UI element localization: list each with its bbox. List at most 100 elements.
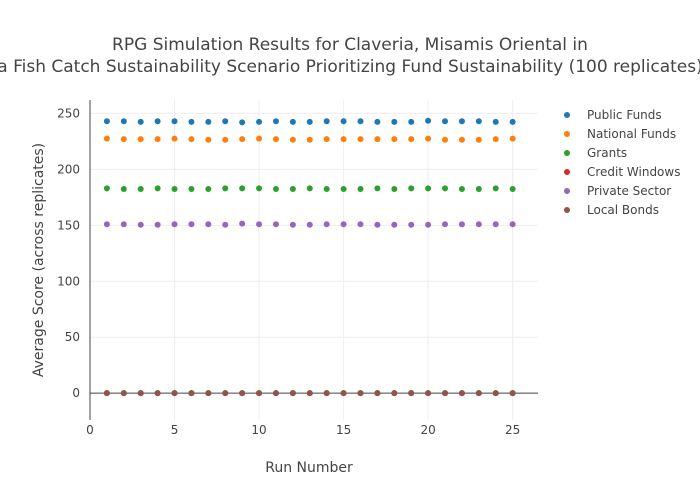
data-point[interactable] bbox=[442, 390, 449, 397]
data-point[interactable] bbox=[171, 390, 178, 397]
legend-item[interactable]: National Funds bbox=[564, 127, 676, 141]
data-point[interactable] bbox=[137, 221, 144, 228]
data-point[interactable] bbox=[408, 221, 415, 228]
data-point[interactable] bbox=[171, 118, 178, 125]
data-point[interactable] bbox=[475, 390, 482, 397]
data-point[interactable] bbox=[205, 185, 212, 192]
data-point[interactable] bbox=[323, 185, 330, 192]
data-point[interactable] bbox=[154, 185, 161, 192]
data-point[interactable] bbox=[205, 221, 212, 228]
data-point[interactable] bbox=[408, 185, 415, 192]
data-point[interactable] bbox=[239, 136, 246, 143]
data-point[interactable] bbox=[205, 390, 212, 397]
data-point[interactable] bbox=[188, 221, 195, 228]
data-point[interactable] bbox=[357, 185, 364, 192]
data-point[interactable] bbox=[256, 118, 263, 125]
legend-item[interactable]: Grants bbox=[564, 146, 627, 160]
data-point[interactable] bbox=[239, 390, 246, 397]
data-point[interactable] bbox=[357, 221, 364, 228]
data-point[interactable] bbox=[340, 118, 347, 125]
data-point[interactable] bbox=[374, 136, 381, 143]
data-point[interactable] bbox=[256, 221, 263, 228]
data-point[interactable] bbox=[137, 136, 144, 143]
data-point[interactable] bbox=[137, 185, 144, 192]
data-point[interactable] bbox=[120, 390, 127, 397]
legend-item[interactable]: Local Bonds bbox=[564, 203, 659, 217]
data-point[interactable] bbox=[391, 390, 398, 397]
data-point[interactable] bbox=[103, 185, 110, 192]
data-point[interactable] bbox=[188, 118, 195, 125]
data-point[interactable] bbox=[137, 390, 144, 397]
data-point[interactable] bbox=[509, 135, 516, 142]
data-point[interactable] bbox=[239, 220, 246, 227]
data-point[interactable] bbox=[306, 118, 313, 125]
data-point[interactable] bbox=[103, 221, 110, 228]
data-point[interactable] bbox=[222, 118, 229, 125]
data-point[interactable] bbox=[509, 390, 516, 397]
data-point[interactable] bbox=[442, 136, 449, 143]
data-point[interactable] bbox=[374, 390, 381, 397]
legend[interactable]: Public Funds National Funds Grants Credit W… bbox=[564, 108, 680, 217]
data-point[interactable] bbox=[492, 390, 499, 397]
data-point[interactable] bbox=[458, 118, 465, 125]
data-point[interactable] bbox=[340, 390, 347, 397]
data-point[interactable] bbox=[425, 221, 432, 228]
data-point[interactable] bbox=[323, 118, 330, 125]
data-point[interactable] bbox=[306, 390, 313, 397]
data-point[interactable] bbox=[272, 118, 279, 125]
data-point[interactable] bbox=[188, 390, 195, 397]
data-point[interactable] bbox=[289, 185, 296, 192]
data-point[interactable] bbox=[425, 135, 432, 142]
data-point[interactable] bbox=[408, 136, 415, 143]
data-point[interactable] bbox=[442, 118, 449, 125]
data-point[interactable] bbox=[103, 135, 110, 142]
data-point[interactable] bbox=[289, 390, 296, 397]
data-point[interactable] bbox=[289, 118, 296, 125]
data-point[interactable] bbox=[323, 136, 330, 143]
data-point[interactable] bbox=[357, 118, 364, 125]
data-point[interactable] bbox=[272, 185, 279, 192]
data-point[interactable] bbox=[475, 221, 482, 228]
data-point[interactable] bbox=[120, 118, 127, 125]
data-point[interactable] bbox=[475, 185, 482, 192]
data-point[interactable] bbox=[323, 390, 330, 397]
data-point[interactable] bbox=[492, 185, 499, 192]
legend-item[interactable]: Public Funds bbox=[564, 108, 662, 122]
data-point[interactable] bbox=[391, 118, 398, 125]
data-point[interactable] bbox=[256, 390, 263, 397]
data-point[interactable] bbox=[408, 118, 415, 125]
data-point[interactable] bbox=[357, 390, 364, 397]
data-point[interactable] bbox=[492, 136, 499, 143]
data-point[interactable] bbox=[154, 390, 161, 397]
data-point[interactable] bbox=[323, 221, 330, 228]
data-point[interactable] bbox=[154, 136, 161, 143]
legend-item[interactable]: Credit Windows bbox=[564, 165, 680, 179]
data-point[interactable] bbox=[458, 185, 465, 192]
data-point[interactable] bbox=[509, 185, 516, 192]
data-point[interactable] bbox=[120, 185, 127, 192]
data-point[interactable] bbox=[289, 221, 296, 228]
data-point[interactable] bbox=[171, 185, 178, 192]
data-point[interactable] bbox=[475, 118, 482, 125]
data-point[interactable] bbox=[171, 135, 178, 142]
data-point[interactable] bbox=[391, 221, 398, 228]
data-point[interactable] bbox=[222, 221, 229, 228]
data-point[interactable] bbox=[222, 136, 229, 143]
data-point[interactable] bbox=[357, 136, 364, 143]
data-point[interactable] bbox=[272, 136, 279, 143]
data-point[interactable] bbox=[272, 221, 279, 228]
data-point[interactable] bbox=[408, 390, 415, 397]
data-point[interactable] bbox=[188, 136, 195, 143]
data-point[interactable] bbox=[425, 117, 432, 124]
data-point[interactable] bbox=[103, 118, 110, 125]
data-point[interactable] bbox=[475, 136, 482, 143]
legend-item[interactable]: Private Sector bbox=[564, 184, 671, 198]
data-point[interactable] bbox=[289, 136, 296, 143]
data-point[interactable] bbox=[120, 136, 127, 143]
data-point[interactable] bbox=[137, 118, 144, 125]
data-point[interactable] bbox=[340, 185, 347, 192]
data-point[interactable] bbox=[256, 135, 263, 142]
data-point[interactable] bbox=[509, 221, 516, 228]
data-point[interactable] bbox=[272, 390, 279, 397]
data-point[interactable] bbox=[458, 390, 465, 397]
